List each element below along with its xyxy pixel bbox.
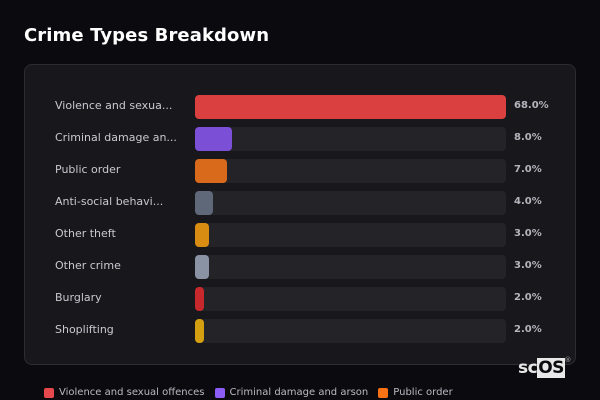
bar-row[interactable]: Other theft 3.0% bbox=[25, 223, 577, 247]
bar-track bbox=[195, 191, 506, 215]
bar-track bbox=[195, 95, 506, 119]
bar-value: 2.0% bbox=[514, 324, 542, 335]
bar-value: 68.0% bbox=[514, 100, 549, 111]
bar-label: Burglary bbox=[55, 291, 102, 304]
bar-fill[interactable] bbox=[195, 95, 506, 119]
bar-track bbox=[195, 223, 506, 247]
bar-fill[interactable] bbox=[195, 191, 213, 215]
bar-track bbox=[195, 127, 506, 151]
bar-value: 7.0% bbox=[514, 164, 542, 175]
bar-label: Violence and sexua... bbox=[55, 99, 173, 112]
legend-swatch-icon bbox=[378, 387, 389, 398]
bar-label: Criminal damage an... bbox=[55, 131, 177, 144]
bar-row[interactable]: Violence and sexua... 68.0% bbox=[25, 95, 577, 119]
legend-label: Public order bbox=[393, 387, 453, 398]
legend-swatch-icon bbox=[44, 387, 54, 398]
legend-label: Criminal damage and arson bbox=[229, 387, 369, 398]
bar-fill[interactable] bbox=[195, 223, 209, 247]
bar-track bbox=[195, 319, 506, 343]
legend-item[interactable]: Violence and sexual offences bbox=[44, 387, 205, 398]
registered-mark: ® bbox=[564, 356, 571, 364]
bar-track bbox=[195, 287, 506, 311]
bar-track bbox=[195, 159, 506, 183]
bar-value: 2.0% bbox=[514, 292, 542, 303]
legend-label: Violence and sexual offences bbox=[59, 387, 205, 398]
bar-label: Public order bbox=[55, 163, 121, 176]
chart-card: Violence and sexua... 68.0% Criminal damag… bbox=[24, 64, 576, 365]
bar-label: Shoplifting bbox=[55, 323, 114, 336]
bar-value: 3.0% bbox=[514, 228, 542, 239]
bar-row[interactable]: Other crime 3.0% bbox=[25, 255, 577, 279]
bar-row[interactable]: Shoplifting 2.0% bbox=[25, 319, 577, 343]
bar-fill[interactable] bbox=[195, 255, 209, 279]
legend-swatch-icon bbox=[214, 387, 225, 398]
logo-sc: sc bbox=[518, 358, 538, 378]
logo-os: OS bbox=[537, 358, 565, 378]
bar-row[interactable]: Public order 7.0% bbox=[25, 159, 577, 183]
bar-value: 4.0% bbox=[514, 196, 542, 207]
bar-value: 3.0% bbox=[514, 260, 542, 271]
bar-label: Other crime bbox=[55, 259, 121, 272]
bar-row[interactable]: Criminal damage an... 8.0% bbox=[25, 127, 577, 151]
legend-item[interactable]: Criminal damage and arson bbox=[214, 387, 369, 398]
bar-fill[interactable] bbox=[195, 287, 204, 311]
bar-fill[interactable] bbox=[195, 127, 232, 151]
chart-title: Crime Types Breakdown bbox=[24, 25, 270, 46]
bar-fill[interactable] bbox=[195, 159, 227, 183]
bar-fill[interactable] bbox=[195, 319, 204, 343]
bar-label: Anti-social behavi... bbox=[55, 195, 164, 208]
bar-row[interactable]: Anti-social behavi... 4.0% bbox=[25, 191, 577, 215]
scos-logo: scOS ® bbox=[518, 356, 571, 378]
bar-track bbox=[195, 255, 506, 279]
legend-item[interactable]: Public order bbox=[378, 387, 453, 398]
bar-value: 8.0% bbox=[514, 132, 542, 143]
chart-legend: Violence and sexual offences Criminal dam… bbox=[44, 387, 453, 398]
bar-row[interactable]: Burglary 2.0% bbox=[25, 287, 577, 311]
bar-label: Other theft bbox=[55, 227, 116, 240]
